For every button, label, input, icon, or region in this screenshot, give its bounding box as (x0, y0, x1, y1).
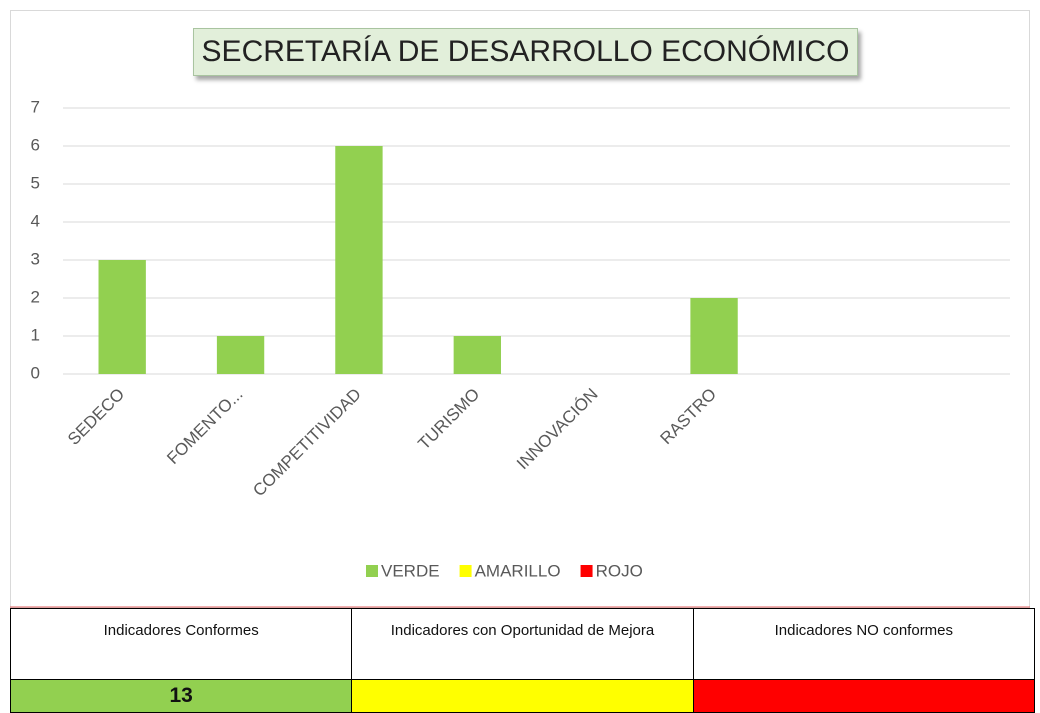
legend-swatch (459, 565, 472, 577)
legend-label: AMARILLO (475, 561, 561, 580)
y-tick-label: 0 (31, 363, 40, 382)
value-cell (351, 679, 694, 713)
chart-title: SECRETARÍA DE DESARROLLO ECONÓMICO (193, 28, 858, 76)
header-cell: Indicadores Conformes (9, 608, 353, 680)
value-cell (692, 679, 1036, 713)
legend-label: VERDE (381, 561, 440, 580)
bar (335, 146, 383, 374)
legend-label: ROJO (596, 561, 643, 580)
header-cell: Indicadores con Oportunidad de Mejora (351, 608, 694, 680)
value-row: 13 (9, 679, 1036, 713)
header-cell: Indicadores NO conformes (692, 608, 1036, 680)
legend-swatch (580, 565, 593, 577)
y-tick-label: 6 (31, 135, 40, 154)
legend-swatch (366, 565, 378, 577)
header-row: Indicadores Conformes Indicadores con Opo… (9, 608, 1036, 680)
bar (216, 336, 265, 374)
y-tick-label: 4 (31, 211, 40, 230)
bar (98, 260, 146, 374)
y-tick-label: 2 (31, 287, 40, 306)
value-cell: 13 (9, 679, 353, 713)
chart-frame (10, 10, 1030, 608)
summary-table: Indicadores Conformes Indicadores con Opo… (9, 608, 1036, 713)
y-tick-label: 1 (31, 325, 40, 344)
y-tick-label: 5 (31, 173, 40, 192)
bar (690, 298, 738, 374)
y-tick-label: 7 (31, 97, 40, 116)
bar (453, 336, 501, 374)
y-tick-label: 3 (31, 249, 40, 268)
